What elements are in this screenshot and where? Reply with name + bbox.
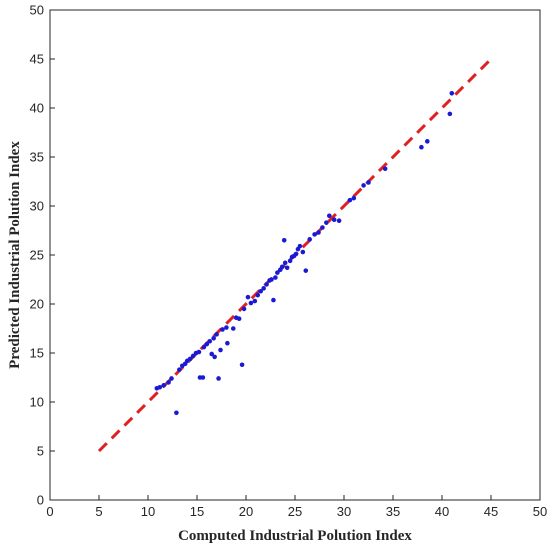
x-tick-label: 20 (239, 504, 253, 519)
data-point (316, 230, 321, 235)
data-point (271, 297, 276, 303)
y-axis-title: Predicted Industrial Polution Index (7, 141, 23, 369)
data-point (169, 376, 174, 381)
data-point (351, 195, 357, 201)
y-tick-label: 40 (30, 101, 44, 116)
data-point (239, 362, 245, 368)
data-point (419, 144, 424, 150)
y-tick-label: 35 (30, 150, 44, 165)
data-point (218, 347, 223, 353)
data-point (255, 292, 261, 298)
data-point (204, 341, 210, 347)
data-point (261, 286, 266, 291)
data-point (275, 270, 280, 275)
y-tick-label: 20 (30, 297, 44, 312)
y-tick-label: 10 (30, 395, 44, 410)
data-point (307, 237, 313, 242)
data-point (279, 264, 285, 270)
data-point (207, 338, 213, 344)
y-axis-ticks: 0 5 10 15 20 25 30 35 40 45 50 (30, 3, 55, 508)
data-point (166, 380, 171, 385)
data-point (225, 340, 230, 346)
data-point (174, 410, 179, 416)
data-point (331, 217, 337, 223)
data-point (320, 225, 325, 230)
data-point (258, 288, 264, 294)
data-point (230, 326, 236, 331)
x-tick-label: 0 (46, 504, 53, 519)
data-point (327, 213, 332, 219)
data-point (157, 385, 163, 390)
x-axis-title: Computed Industrial Polution Index (178, 528, 412, 544)
data-point (214, 332, 219, 337)
data-point (297, 243, 303, 249)
data-point (449, 91, 455, 96)
y-tick-label: 0 (37, 493, 44, 508)
data-point (212, 354, 217, 360)
data-point (196, 349, 202, 355)
data-point (161, 383, 166, 388)
data-point (284, 265, 290, 271)
data-point (209, 351, 214, 357)
data-point (303, 268, 309, 273)
data-point (245, 294, 251, 300)
data-point (211, 336, 216, 341)
data-point (177, 367, 182, 372)
data-point (287, 258, 293, 264)
data-point (447, 111, 453, 117)
data-point (361, 183, 366, 188)
x-axis-ticks: 0 5 10 15 20 25 30 35 40 45 50 (46, 495, 547, 519)
data-point (347, 197, 353, 203)
x-tick-label: 25 (288, 504, 302, 519)
y-tick-label: 5 (37, 444, 44, 459)
data-point (252, 298, 258, 304)
x-tick-label: 5 (95, 504, 102, 519)
data-point (220, 327, 225, 332)
data-point (273, 275, 278, 280)
data-point (248, 300, 254, 306)
x-tick-label: 10 (141, 504, 155, 519)
data-point (282, 260, 288, 266)
x-tick-label: 35 (386, 504, 400, 519)
data-point (190, 353, 196, 359)
data-point (224, 325, 229, 330)
x-tick-label: 45 (484, 504, 498, 519)
data-point (241, 306, 247, 312)
data-point (201, 344, 207, 350)
data-point (312, 232, 317, 237)
data-point (293, 251, 299, 257)
x-tick-label: 30 (337, 504, 351, 519)
data-point (425, 139, 430, 144)
data-point (200, 375, 206, 380)
data-point (187, 356, 193, 362)
data-point (269, 277, 274, 282)
data-point (216, 376, 221, 381)
data-point (300, 249, 306, 255)
x-tick-label: 40 (435, 504, 449, 519)
data-point (281, 238, 287, 243)
y-tick-label: 45 (30, 52, 44, 67)
data-point (366, 180, 371, 185)
x-tick-label: 50 (533, 504, 547, 519)
data-point (324, 220, 329, 225)
data-point (336, 218, 342, 223)
y-tick-label: 25 (30, 248, 44, 263)
y-tick-label: 15 (30, 346, 44, 361)
data-point (264, 282, 269, 287)
x-tick-label: 15 (190, 504, 204, 519)
data-point (236, 316, 242, 322)
y-tick-label: 50 (30, 3, 44, 18)
y-tick-label: 30 (30, 199, 44, 214)
data-points (154, 91, 455, 416)
data-point (382, 166, 388, 172)
